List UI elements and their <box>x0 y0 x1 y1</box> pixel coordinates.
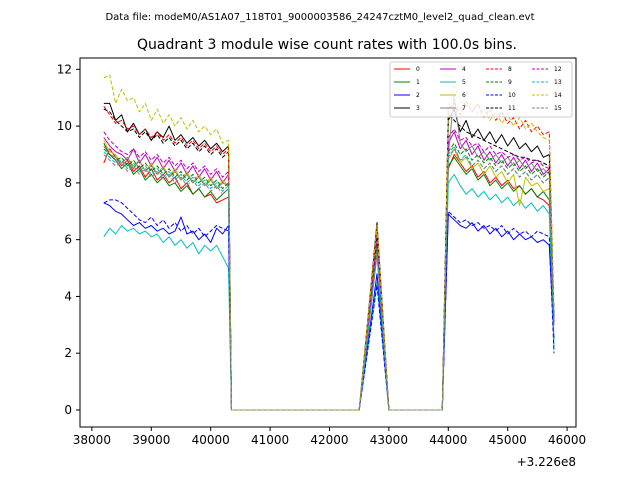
y-tick-label: 6 <box>64 233 72 247</box>
x-tick-label: 38000 <box>73 433 111 447</box>
series-line-10 <box>103 199 555 411</box>
series-line-14 <box>103 74 555 411</box>
legend-label-8: 8 <box>508 66 512 73</box>
y-tick-label: 12 <box>57 62 72 76</box>
y-tick-label: 2 <box>64 346 72 360</box>
series-line-15 <box>103 148 555 411</box>
y-axis: 0 2 4 6 8 10 12 <box>57 62 80 417</box>
series-line-5 <box>103 173 555 411</box>
legend-label-9: 9 <box>508 79 512 86</box>
legend-box <box>389 61 573 118</box>
y-tick-label: 4 <box>64 289 72 303</box>
legend-label-13: 13 <box>554 79 562 86</box>
legend-label-6: 6 <box>462 92 466 99</box>
x-tick-label: 43000 <box>370 433 408 447</box>
x-tick-label: 41000 <box>251 433 289 447</box>
legend-label-3: 3 <box>416 105 420 112</box>
y-tick-label: 10 <box>57 119 72 133</box>
series-line-13 <box>103 145 555 411</box>
x-tick-label: 42000 <box>310 433 348 447</box>
legend-label-10: 10 <box>508 92 516 99</box>
plot-area: 38000 39000 40000 41000 42000 43000 44000 45000… <box>57 57 586 469</box>
suptitle: Data file: modeM0/AS1A07_118T01_90000035… <box>105 12 534 23</box>
x-tick-label: 39000 <box>132 433 170 447</box>
y-tick-label: 8 <box>64 176 72 190</box>
x-tick-label: 45000 <box>489 433 527 447</box>
x-axis: 38000 39000 40000 41000 42000 43000 44000 45000… <box>73 427 586 447</box>
chart-title: Quadrant 3 module wise count rates with … <box>137 37 517 53</box>
legend-label-12: 12 <box>554 66 562 73</box>
x-tick-label: 40000 <box>192 433 230 447</box>
y-tick-label: 0 <box>64 403 72 417</box>
series-layer <box>103 74 555 411</box>
legend-label-0: 0 <box>416 66 420 73</box>
legend-label-14: 14 <box>554 92 562 99</box>
legend-label-15: 15 <box>554 105 562 112</box>
axes-frame <box>79 57 577 428</box>
legend-label-2: 2 <box>416 92 420 99</box>
legend-label-5: 5 <box>462 79 466 86</box>
x-offset-label: +3.226e8 <box>517 455 576 469</box>
series-line-2 <box>103 202 555 411</box>
series-line-8 <box>103 100 555 411</box>
series-line-0 <box>103 148 555 411</box>
x-tick-label: 46000 <box>548 433 586 447</box>
legend-label-11: 11 <box>508 105 516 112</box>
series-line-7 <box>103 94 555 411</box>
series-line-1 <box>103 142 555 411</box>
legend-label-4: 4 <box>462 66 466 73</box>
legend-label-1: 1 <box>416 79 420 86</box>
series-line-9 <box>103 142 555 411</box>
series-line-11 <box>103 108 555 411</box>
legend-label-7: 7 <box>462 105 466 112</box>
x-tick-label: 44000 <box>429 433 467 447</box>
